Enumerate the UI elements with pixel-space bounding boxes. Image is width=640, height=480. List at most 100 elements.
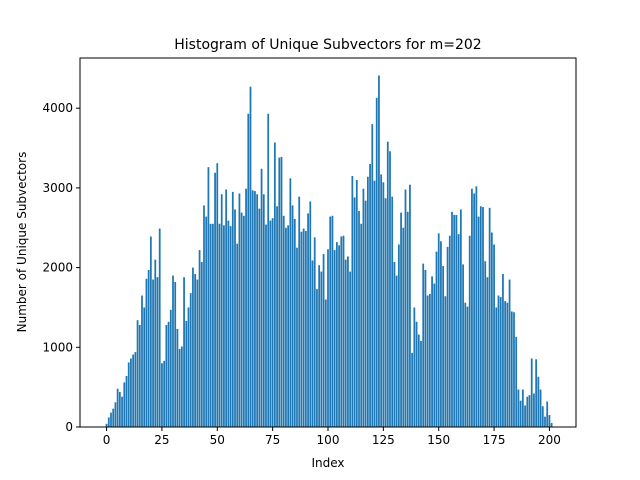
y-tick-label: 1000 <box>42 340 73 354</box>
bar <box>225 189 228 427</box>
bar <box>488 207 491 427</box>
bar <box>276 206 278 427</box>
bar <box>262 194 265 427</box>
bar <box>393 262 396 427</box>
bar <box>420 340 422 427</box>
bar <box>475 186 478 427</box>
bar <box>163 360 166 427</box>
bar <box>442 266 445 427</box>
bar <box>366 176 369 427</box>
bar <box>471 188 473 427</box>
bar <box>437 233 440 427</box>
bars-group <box>105 75 553 428</box>
bar <box>484 261 487 427</box>
bar <box>406 211 409 427</box>
bar <box>260 168 263 427</box>
bar <box>327 249 329 427</box>
x-tick-label: 175 <box>483 433 506 447</box>
bar <box>223 225 225 427</box>
bar <box>116 388 119 427</box>
bar <box>362 188 365 427</box>
bar <box>176 328 179 427</box>
bar <box>400 212 402 427</box>
bar <box>280 156 283 427</box>
bar <box>468 235 471 427</box>
bar <box>380 174 383 427</box>
bar <box>369 164 371 427</box>
bar <box>446 246 449 427</box>
bar <box>375 97 378 427</box>
bar <box>302 228 305 427</box>
bar <box>234 209 236 427</box>
bar <box>440 241 442 427</box>
bar <box>138 324 141 427</box>
bar <box>342 235 345 427</box>
bar <box>121 396 123 427</box>
y-axis-title: Number of Unique Subvectors <box>15 152 29 333</box>
bar <box>218 223 221 427</box>
bar <box>180 346 183 427</box>
bar <box>316 289 318 427</box>
bar <box>205 216 208 427</box>
bar <box>344 259 347 427</box>
bar <box>544 416 546 427</box>
bar <box>322 254 325 427</box>
bar <box>238 193 241 427</box>
bar <box>402 227 405 427</box>
bar <box>247 113 250 427</box>
bar <box>424 270 427 427</box>
bar <box>156 277 159 427</box>
bar <box>196 279 199 427</box>
bar <box>249 86 252 427</box>
bar <box>541 406 544 427</box>
bar <box>245 188 247 427</box>
bar <box>331 215 334 427</box>
bar <box>313 237 316 427</box>
bar <box>453 215 456 427</box>
bar <box>291 205 294 427</box>
bar <box>324 299 327 427</box>
bar <box>535 359 538 427</box>
bar <box>105 423 108 427</box>
bar <box>422 263 425 427</box>
bar <box>506 302 509 427</box>
bar <box>167 321 170 427</box>
bar <box>378 75 380 427</box>
bar <box>158 228 161 427</box>
bar <box>242 215 245 427</box>
y-tick-label: 2000 <box>42 261 73 275</box>
bar <box>300 231 303 427</box>
bar <box>143 307 146 427</box>
bar <box>282 215 285 427</box>
bar <box>287 225 290 427</box>
bar <box>231 191 234 427</box>
bar <box>136 320 139 427</box>
bar <box>355 179 358 427</box>
bar <box>504 301 507 427</box>
x-axis-title: Index <box>311 456 344 470</box>
x-tick-label: 200 <box>538 433 561 447</box>
bar <box>256 194 259 427</box>
bar <box>521 389 524 427</box>
y-axis: 0 1000 2000 3000 4000 <box>42 101 80 434</box>
bar <box>510 311 513 427</box>
bar <box>482 207 484 427</box>
bar <box>524 405 526 427</box>
bar <box>409 184 411 427</box>
x-tick-label: 100 <box>317 433 340 447</box>
bar <box>251 190 254 427</box>
bar <box>459 209 462 427</box>
bar <box>285 227 287 427</box>
bar <box>152 279 154 427</box>
bar <box>364 200 367 427</box>
bar <box>546 401 549 427</box>
bar <box>114 402 117 427</box>
x-tick-label: 0 <box>103 433 111 447</box>
bar <box>373 180 376 427</box>
bar <box>466 306 469 427</box>
bar <box>309 201 312 427</box>
bar <box>271 218 274 427</box>
y-tick-label: 0 <box>65 420 73 434</box>
bar <box>508 279 511 427</box>
